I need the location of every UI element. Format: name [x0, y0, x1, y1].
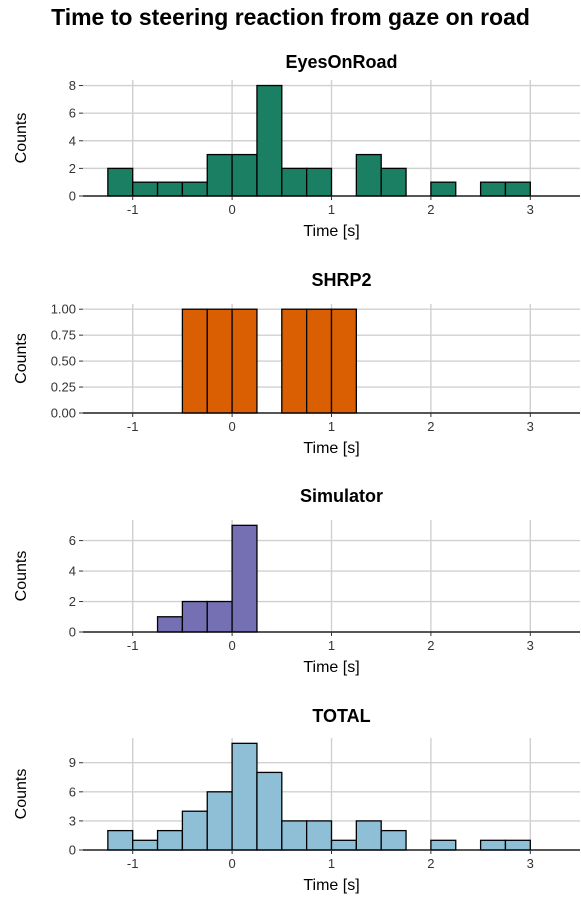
chart-main-title: Time to steering reaction from gaze on r… — [51, 4, 530, 30]
histogram-bar — [330, 308, 358, 414]
y-tick-label: 2 — [69, 161, 76, 176]
x-tick-label: 2 — [427, 419, 434, 434]
histogram-bar — [132, 839, 159, 851]
histogram-bar — [281, 167, 308, 197]
x-axis-label: Time [s] — [303, 223, 359, 240]
x-tick-label: 3 — [527, 638, 534, 653]
y-tick-label: 0.25 — [51, 380, 76, 395]
y-tick-label: 2 — [69, 594, 76, 609]
histogram-bar — [156, 181, 184, 197]
histogram-bar — [256, 771, 283, 851]
histogram-bar — [206, 600, 233, 633]
histogram-bar — [156, 616, 184, 633]
x-tick-label: 1 — [328, 856, 335, 871]
histogram-bar — [355, 820, 382, 851]
histogram-bar — [380, 167, 407, 197]
histogram-bar — [231, 153, 258, 197]
y-axis-label: Counts — [13, 551, 30, 602]
x-tick-label: 0 — [228, 638, 235, 653]
panel-title: TOTAL — [312, 706, 370, 726]
y-tick-label: 3 — [69, 813, 76, 828]
histogram-bar — [181, 308, 208, 414]
x-tick-label: 3 — [527, 856, 534, 871]
histogram-bar — [231, 742, 258, 851]
histogram-bar — [330, 839, 358, 851]
histogram-bar — [256, 84, 283, 197]
x-tick-label: -1 — [127, 638, 139, 653]
histogram-bar — [107, 167, 134, 197]
x-axis-label: Time [s] — [303, 440, 359, 457]
x-tick-label: -1 — [127, 856, 139, 871]
histogram-bar — [206, 308, 233, 414]
histogram-bar — [355, 153, 382, 197]
x-tick-label: 1 — [328, 638, 335, 653]
y-tick-label: 0.50 — [51, 354, 76, 369]
x-tick-label: 2 — [427, 202, 434, 217]
y-tick-label: 4 — [69, 564, 76, 579]
x-tick-label: 0 — [228, 856, 235, 871]
y-axis-label: Counts — [13, 769, 30, 820]
histogram-bar — [281, 308, 308, 414]
y-tick-label: 4 — [69, 133, 76, 148]
x-tick-label: 0 — [228, 419, 235, 434]
x-tick-label: -1 — [127, 202, 139, 217]
x-tick-label: -1 — [127, 419, 139, 434]
histogram-bar — [231, 308, 258, 414]
y-tick-label: 0 — [69, 625, 76, 640]
histogram-bar — [132, 181, 159, 197]
histogram-bar — [206, 791, 233, 851]
panel-title: EyesOnRoad — [285, 52, 397, 72]
histogram-bar — [430, 839, 457, 851]
histogram-bar — [107, 829, 134, 851]
histogram-bar — [156, 829, 184, 851]
y-tick-label: 1.00 — [51, 302, 76, 317]
x-tick-label: 1 — [328, 202, 335, 217]
panel-title: SHRP2 — [311, 270, 371, 290]
y-axis-label: Counts — [13, 333, 30, 384]
histogram-bar — [305, 308, 333, 414]
y-tick-label: 6 — [69, 784, 76, 799]
histogram-bar — [430, 181, 457, 197]
x-tick-label: 2 — [427, 638, 434, 653]
histogram-bar — [231, 524, 258, 633]
panel-0: 0 2 4 6 8 -1 0 1 2 3 EyesOnRoad Time [s] Counts — [13, 52, 580, 240]
histogram-bar — [181, 810, 208, 851]
y-tick-label: 0.00 — [51, 406, 76, 421]
y-tick-label: 6 — [69, 106, 76, 121]
histogram-bar — [479, 181, 507, 197]
x-tick-label: 2 — [427, 856, 434, 871]
x-axis-label: Time [s] — [303, 659, 359, 676]
x-tick-label: 3 — [527, 419, 534, 434]
y-axis-label: Counts — [13, 113, 30, 164]
x-axis-label: Time [s] — [303, 877, 359, 894]
histogram-bar — [281, 820, 308, 851]
histogram-bar — [206, 153, 233, 197]
y-tick-label: 8 — [69, 78, 76, 93]
x-tick-label: 1 — [328, 419, 335, 434]
histogram-bar — [380, 829, 407, 851]
histogram-bar — [504, 839, 531, 851]
histogram-bar — [479, 839, 507, 851]
panel-2: 0 2 4 6 -1 0 1 2 3 Simulator Time [s] Counts — [13, 486, 580, 676]
x-tick-label: 0 — [228, 202, 235, 217]
panel-title: Simulator — [300, 486, 383, 506]
y-tick-label: 9 — [69, 755, 76, 770]
y-tick-label: 0 — [69, 843, 76, 858]
y-tick-label: 6 — [69, 533, 76, 548]
histogram-bar — [305, 167, 333, 197]
histogram-bar — [305, 820, 333, 851]
histogram-bar — [504, 181, 531, 197]
histogram-bar — [181, 600, 208, 633]
histogram-bar — [181, 181, 208, 197]
y-tick-label: 0.75 — [51, 328, 76, 343]
y-tick-label: 0 — [69, 189, 76, 204]
x-tick-label: 3 — [527, 202, 534, 217]
panel-1: 0.00 0.25 0.50 0.75 1.00 -1 0 1 2 3 SHRP2 Time [s] C… — [13, 270, 580, 457]
panel-3: 0 3 6 9 -1 0 1 2 3 TOTAL Time [s] Counts — [13, 706, 580, 894]
